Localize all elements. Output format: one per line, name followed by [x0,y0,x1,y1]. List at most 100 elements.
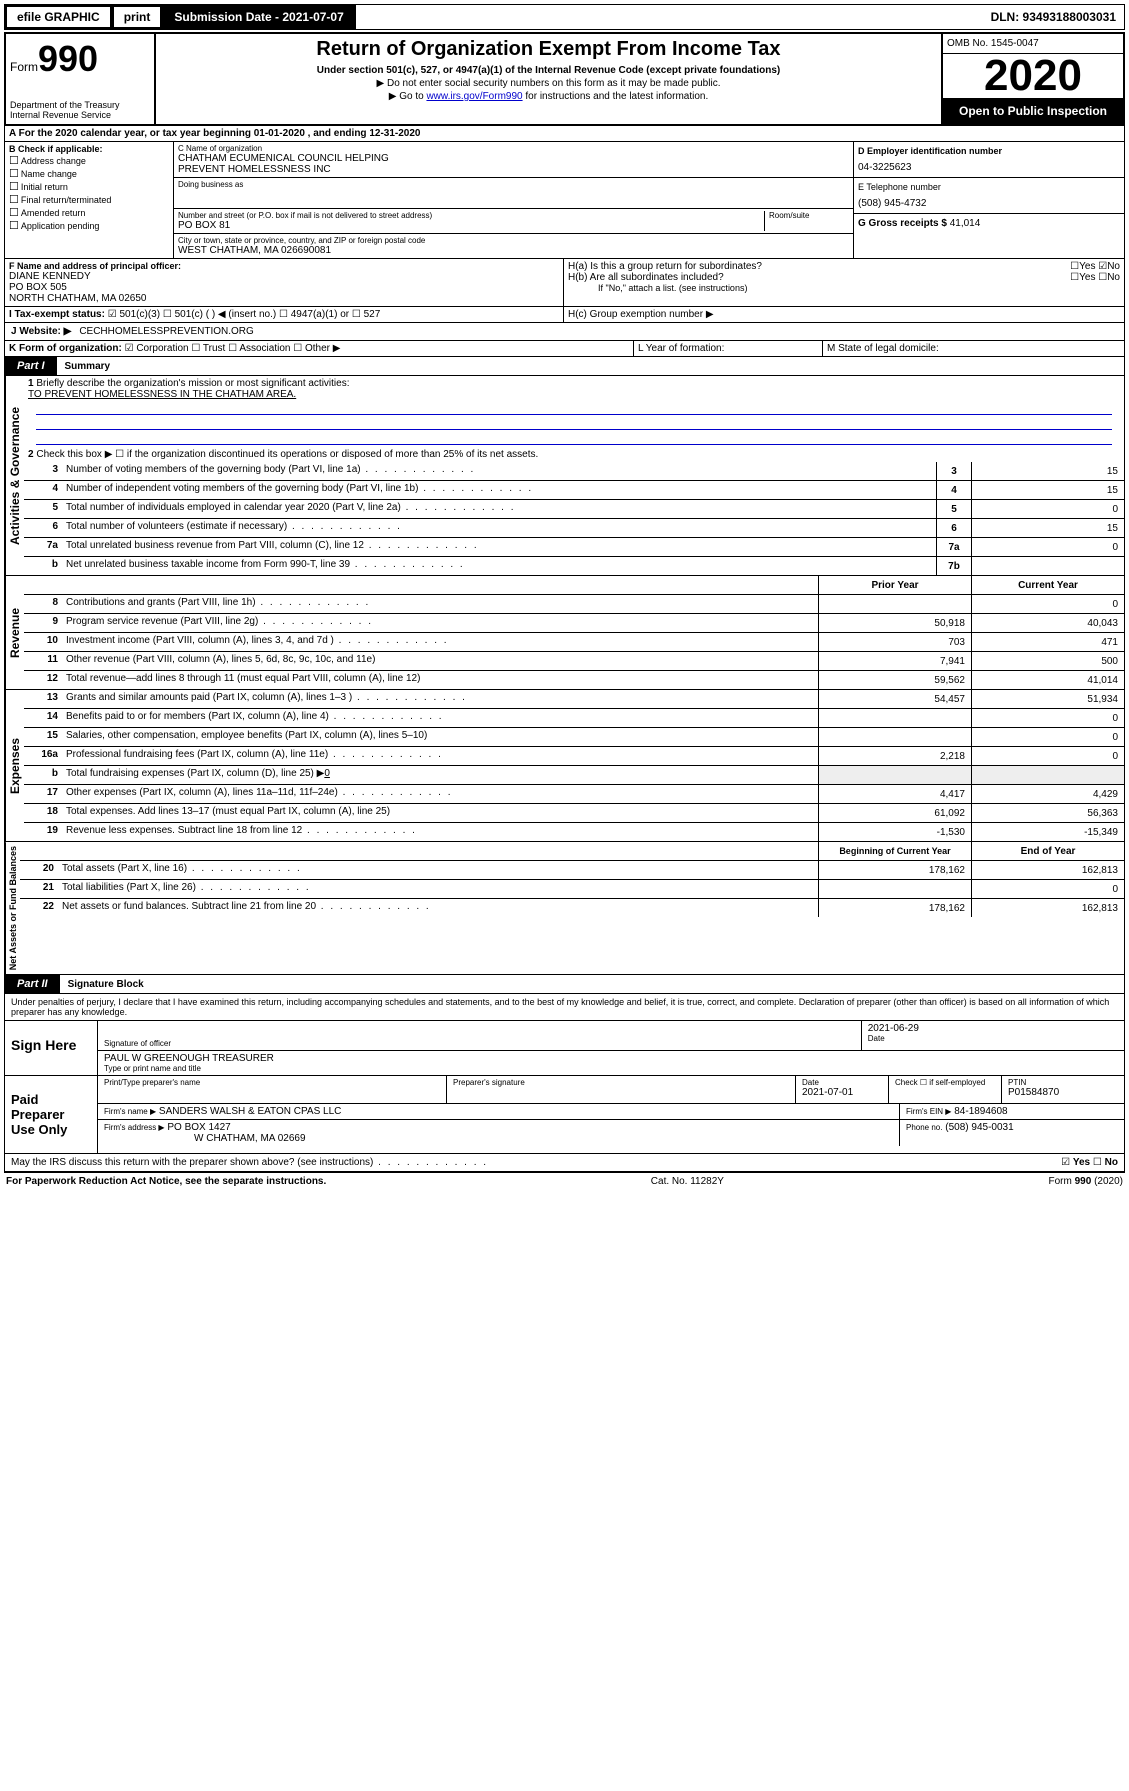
sign-here-label: Sign Here [5,1021,98,1075]
line-16b-prior [818,766,971,784]
line-10-prior: 703 [818,633,971,651]
line-4-val: 15 [971,481,1124,499]
discuss-text: May the IRS discuss this return with the… [11,1157,488,1168]
line-3-val: 15 [971,462,1124,480]
chk-trust[interactable]: ☐ Trust [191,343,225,354]
firm-ein-label: Firm's EIN ▶ [906,1107,951,1116]
chk-corp[interactable]: ☑ Corporation [125,343,189,354]
line-16a-text: Professional fundraising fees (Part IX, … [62,747,818,765]
line-22-begin: 178,162 [818,899,971,917]
self-employed-chk[interactable]: Check ☐ if self-employed [895,1078,995,1087]
g-gross-label: G Gross receipts $ [858,218,947,229]
line-20-end: 162,813 [971,861,1124,879]
section-expenses: Expenses 13Grants and similar amounts pa… [4,690,1125,842]
form-header: Form990 Department of the Treasury Inter… [4,32,1125,126]
paid-preparer-section: Paid Preparer Use Only Print/Type prepar… [4,1076,1125,1154]
line-21-text: Total liabilities (Part X, line 26) [58,880,818,898]
line-10-text: Investment income (Part VIII, column (A)… [62,633,818,651]
line-3-text: Number of voting members of the governin… [62,462,936,480]
city-label: City or town, state or province, country… [178,236,849,245]
org-name-2: PREVENT HOMELESSNESS INC [178,164,849,175]
m-state-domicile: M State of legal domicile: [823,341,1124,356]
line-8-current: 0 [971,595,1124,613]
form-subtitle-1: Under section 501(c), 527, or 4947(a)(1)… [160,65,937,76]
form-word: Form [10,60,38,74]
firm-addr2: W CHATHAM, MA 02669 [194,1133,306,1144]
j-label: J Website: ▶ [11,326,71,337]
officer-name: DIANE KENNEDY [9,271,559,282]
officer-print-name: PAUL W GREENOUGH TREASURER [104,1053,1118,1064]
row-j-website: J Website: ▶ CECHHOMELESSPREVENTION.ORG [4,323,1125,341]
line-5-text: Total number of individuals employed in … [62,500,936,518]
footer-row: For Paperwork Reduction Act Notice, see … [4,1172,1125,1190]
sig-officer-label: Signature of officer [104,1039,855,1048]
column-c-org-info: C Name of organization CHATHAM ECUMENICA… [174,142,854,258]
line-9-prior: 50,918 [818,614,971,632]
line-16b-text: Total fundraising expenses (Part IX, col… [62,766,818,784]
line-21-end: 0 [971,880,1124,898]
ein-value: 04-3225623 [858,162,1120,173]
section-fh: F Name and address of principal officer:… [4,259,1125,307]
print-button[interactable]: print [112,5,163,29]
chk-amended-return[interactable]: ☐Amended return [9,206,169,219]
part-2-header: Part II Signature Block [4,975,1125,994]
chk-other[interactable]: ☐ Other ▶ [293,343,340,354]
prep-name-label: Print/Type preparer's name [104,1078,440,1087]
line-18-text: Total expenses. Add lines 13–17 (must eq… [62,804,818,822]
line-19-prior: -1,530 [818,823,971,841]
chk-501c[interactable]: ☐ 501(c) ( ) ◀ (insert no.) [163,309,276,320]
firm-ein: 84-1894608 [954,1106,1007,1117]
line-9-current: 40,043 [971,614,1124,632]
form-title: Return of Organization Exempt From Incom… [160,38,937,61]
prep-date: 2021-07-01 [802,1087,882,1098]
firm-name-label: Firm's name ▶ [104,1107,156,1116]
line-14-text: Benefits paid to or for members (Part IX… [62,709,818,727]
part-1-title: Summary [57,358,119,375]
line-19-text: Revenue less expenses. Subtract line 18 … [62,823,818,841]
prep-sig-label: Preparer's signature [453,1078,789,1087]
line-13-current: 51,934 [971,690,1124,708]
section-net-assets: Net Assets or Fund Balances Beginning of… [4,842,1125,975]
phone-value: (508) 945-4732 [858,198,1120,209]
form990-link[interactable]: www.irs.gov/Form990 [426,91,522,102]
h-b-row: H(b) Are all subordinates included? ☐Yes… [568,272,1120,283]
firm-phone-label: Phone no. [906,1123,942,1132]
firm-phone: (508) 945-0031 [945,1122,1013,1133]
chk-final-return[interactable]: ☐Final return/terminated [9,193,169,206]
chk-501c3[interactable]: ☑ 501(c)(3) [108,309,160,320]
discuss-row: May the IRS discuss this return with the… [4,1154,1125,1172]
h-b-note: If "No," attach a list. (see instruction… [568,283,1120,293]
part-1-tab: Part I [5,357,57,375]
chk-527[interactable]: ☐ 527 [352,309,380,320]
line-1: 1 Briefly describe the organization's mi… [24,376,1124,447]
line-17-current: 4,429 [971,785,1124,803]
vlabel-net-assets: Net Assets or Fund Balances [5,842,20,974]
dept-treasury: Department of the Treasury [10,100,150,110]
line-9-text: Program service revenue (Part VIII, line… [62,614,818,632]
chk-address-change[interactable]: ☐Address change [9,154,169,167]
org-address: PO BOX 81 [178,220,764,231]
line-16b-current [971,766,1124,784]
line-22-text: Net assets or fund balances. Subtract li… [58,899,818,917]
dba-label: Doing business as [178,180,849,189]
sign-date-label: Date [868,1034,1118,1043]
chk-4947[interactable]: ☐ 4947(a)(1) or [279,309,349,320]
officer-addr1: PO BOX 505 [9,282,559,293]
mission-text: TO PREVENT HOMELESSNESS IN THE CHATHAM A… [28,389,296,400]
b-label: B Check if applicable: [9,144,169,154]
chk-application-pending[interactable]: ☐Application pending [9,219,169,232]
column-b-checkboxes: B Check if applicable: ☐Address change ☐… [5,142,174,258]
part-1-header: Part I Summary [4,357,1125,376]
line-17-prior: 4,417 [818,785,971,803]
chk-name-change[interactable]: ☐Name change [9,167,169,180]
chk-assoc[interactable]: ☐ Association [228,343,290,354]
c-name-label: C Name of organization [178,144,849,153]
chk-initial-return[interactable]: ☐Initial return [9,180,169,193]
discuss-yes-no[interactable]: ☑ Yes ☐ No [1061,1157,1118,1168]
prep-date-label: Date [802,1078,882,1087]
line-19-current: -15,349 [971,823,1124,841]
footer-right: Form 990 (2020) [1049,1176,1123,1187]
sign-date: 2021-06-29 [868,1023,1118,1034]
line-10-current: 471 [971,633,1124,651]
line-7b-text: Net unrelated business taxable income fr… [62,557,936,575]
